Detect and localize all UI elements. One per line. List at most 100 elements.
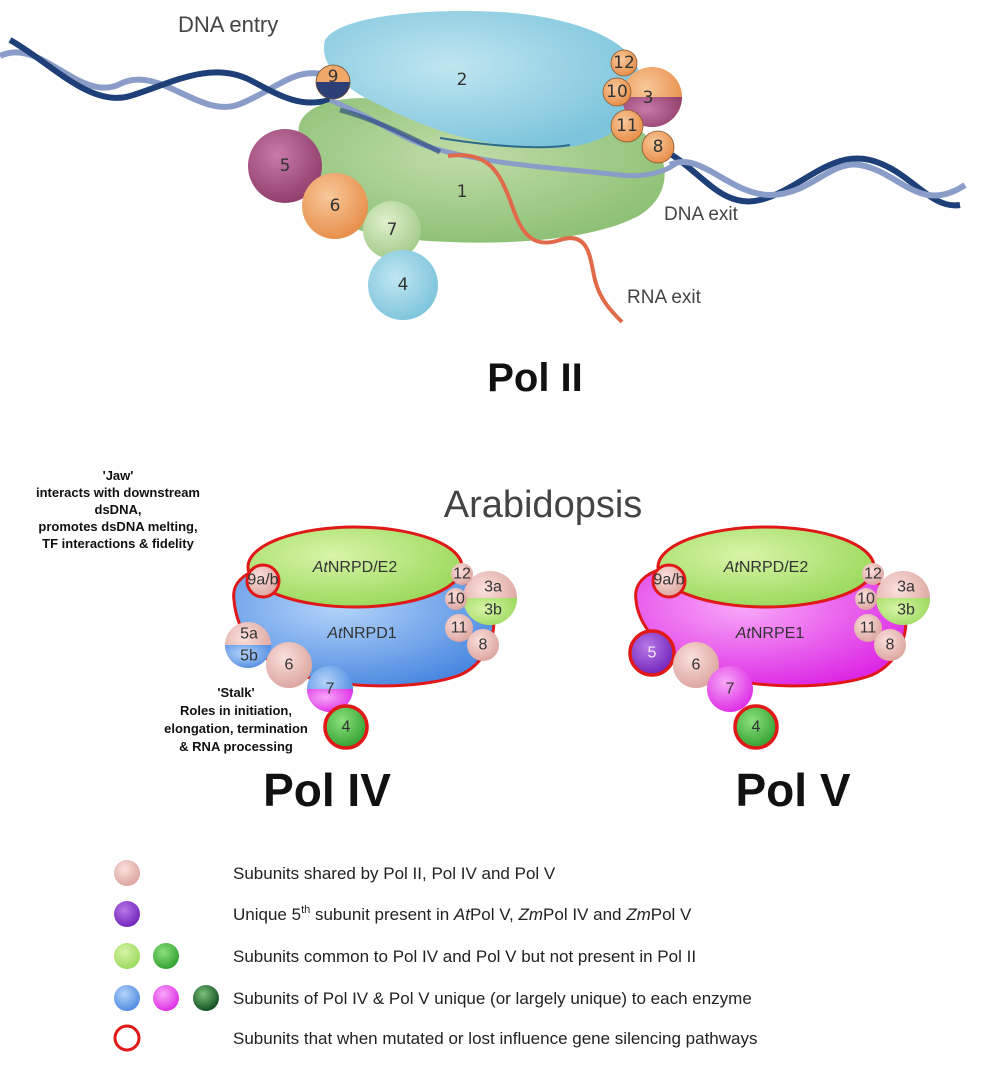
pol5-subunit-12: 12 [862,563,884,585]
legend-label: Unique 5th subunit present in AtPol V, Z… [233,904,692,924]
pol2-subunit-6: 6 [302,173,368,239]
subunit-label: 9a/b [653,572,684,589]
jaw-note-line: TF interactions & fidelity [42,536,194,551]
pol5-subunit-11: 11 [854,614,882,642]
pol5-nrpde2-label: AtNRPD/E2 [723,559,809,576]
pol2-cleft-line [439,137,571,149]
pol2-subunit-11: 11 [610,109,644,143]
pol2-subunit-5: 5 [248,129,322,203]
pol5-subunit-5: 5 [628,629,676,677]
dna-strand-dark-right [658,145,961,209]
subunit-label: 7 [726,681,735,698]
subunit-label: 3a [897,579,915,596]
legend-label: Subunits of Pol IV & Pol V unique (or la… [233,989,752,1008]
subunit-label: 5a [240,626,258,643]
pol4-nrpde2-label: AtNRPD/E2 [312,559,398,576]
subunit-label: 12 [453,566,471,583]
jaw-note-line: dsDNA, [95,502,142,517]
subunit-label: 8 [479,637,488,654]
dna-strand-light-left [0,49,342,110]
pol2-subunit-12: 12 [610,49,638,77]
pol5-subunit-7: 7 [707,666,753,712]
pol4-subunit-12: 12 [451,563,473,585]
subunit-label: 10 [857,591,875,608]
subunit-label: 6 [692,657,701,674]
subunit-label: 4 [752,719,761,736]
jaw-note-line: 'Jaw' [103,468,134,483]
pol4-subunit-5ab: 5a 5b [225,622,271,668]
legend-label: Subunits shared by Pol II, Pol IV and Po… [233,864,556,883]
pol4-subunit-4: 4 [323,704,369,750]
arabidopsis-title: Arabidopsis [444,484,643,526]
pol5-subunit-9ab: 9a/b [651,563,687,599]
subunit-label: 6 [330,196,341,216]
subunit-label: 5 [280,156,291,176]
subunit-label: 3a [484,579,502,596]
subunit-label: 11 [860,620,877,637]
pol5-subunit-4: 4 [733,704,779,750]
subunit-label: 7 [387,220,398,240]
subunit-1-label: 1 [457,182,468,202]
pol4-diagram: AtNRPD/E2 AtNRPD1 9a/b 3a 3b 12 10 11 8 [225,525,517,816]
pol4-nrpd1-label: AtNRPD1 [326,625,396,642]
legend-item-shared: Subunits shared by Pol II, Pol IV and Po… [114,860,556,886]
subunit-label: 7 [326,681,335,698]
subunit-label: 8 [653,137,664,157]
violet-swatch-icon [114,901,140,927]
dna-strand-light-right [668,159,967,199]
jaw-note-line: interacts with downstream [36,485,200,500]
pol4-subunit-11: 11 [445,614,473,642]
pol2-subunit-9: 9 [315,64,351,100]
legend: Subunits shared by Pol II, Pol IV and Po… [113,860,758,1052]
legend-item-unique-each: Subunits of Pol IV & Pol V unique (or la… [114,985,752,1011]
legend-item-unique5: Unique 5th subunit present in AtPol V, Z… [114,901,692,927]
subunit-label: 5 [648,645,657,662]
stalk-note-line: 'Stalk' [217,685,254,700]
subunit-label: 12 [864,566,882,583]
pol5-diagram: AtNRPD/E2 AtNRPE1 9a/b 3a 3b 12 10 11 8 [628,525,930,816]
dna-entry-label: DNA entry [178,12,278,37]
subunit-label: 11 [451,620,468,637]
pol4-title: Pol IV [263,764,391,816]
legend-label: Subunits that when mutated or lost influ… [233,1029,758,1048]
pol4-subunit-10: 10 [445,588,467,610]
jaw-note-line: promotes dsDNA melting, [38,519,197,534]
pol2-subunit-4: 4 [368,250,438,320]
legend-item-common: Subunits common to Pol IV and Pol V but … [114,943,696,969]
pol2-title: Pol II [487,356,583,400]
green-swatch-icon [153,943,179,969]
legend-item-mutated: Subunits that when mutated or lost influ… [113,1024,758,1052]
pol5-subunit-10: 10 [855,588,877,610]
pol4-subunit-8: 8 [467,629,499,661]
dna-exit-label: DNA exit [664,204,739,225]
pol2-diagram: 9 3 12 10 11 8 5 6 [0,10,967,400]
dna-strand-dark-left [8,37,331,106]
subunit-2-label: 2 [457,70,468,90]
stalk-note-line: Roles in initiation, [180,703,292,718]
pol4-subunit-9ab: 9a/b [245,563,281,599]
jaw-note: 'Jaw' interacts with downstream dsDNA, p… [36,468,200,551]
pol2-subunit-7: 7 [363,201,421,259]
pol5-subunit-3ab: 3a 3b [876,571,930,625]
rna-exit-label: RNA exit [627,287,702,308]
subunit-label: 11 [616,116,638,136]
rna-strand [447,153,624,324]
magenta-swatch-icon [153,985,179,1011]
dark-green-swatch-icon [193,985,219,1011]
pol5-subunit-8: 8 [874,629,906,661]
subunit-label: 12 [613,53,635,73]
pol5-title: Pol V [735,764,850,816]
pol5-subunit-6: 6 [673,642,719,688]
pol2-subunit-8: 8 [641,130,675,164]
red-ring-icon [113,1024,141,1052]
subunit-label: 4 [342,719,351,736]
lime-swatch-icon [114,943,140,969]
subunit-label: 10 [606,82,628,102]
subunit-label: 3b [897,602,915,619]
pol5-nrpe1-label: AtNRPE1 [735,625,805,642]
stalk-note-line: elongation, termination [164,721,308,736]
subunit-label: 9a/b [247,572,278,589]
blue-swatch-icon [114,985,140,1011]
